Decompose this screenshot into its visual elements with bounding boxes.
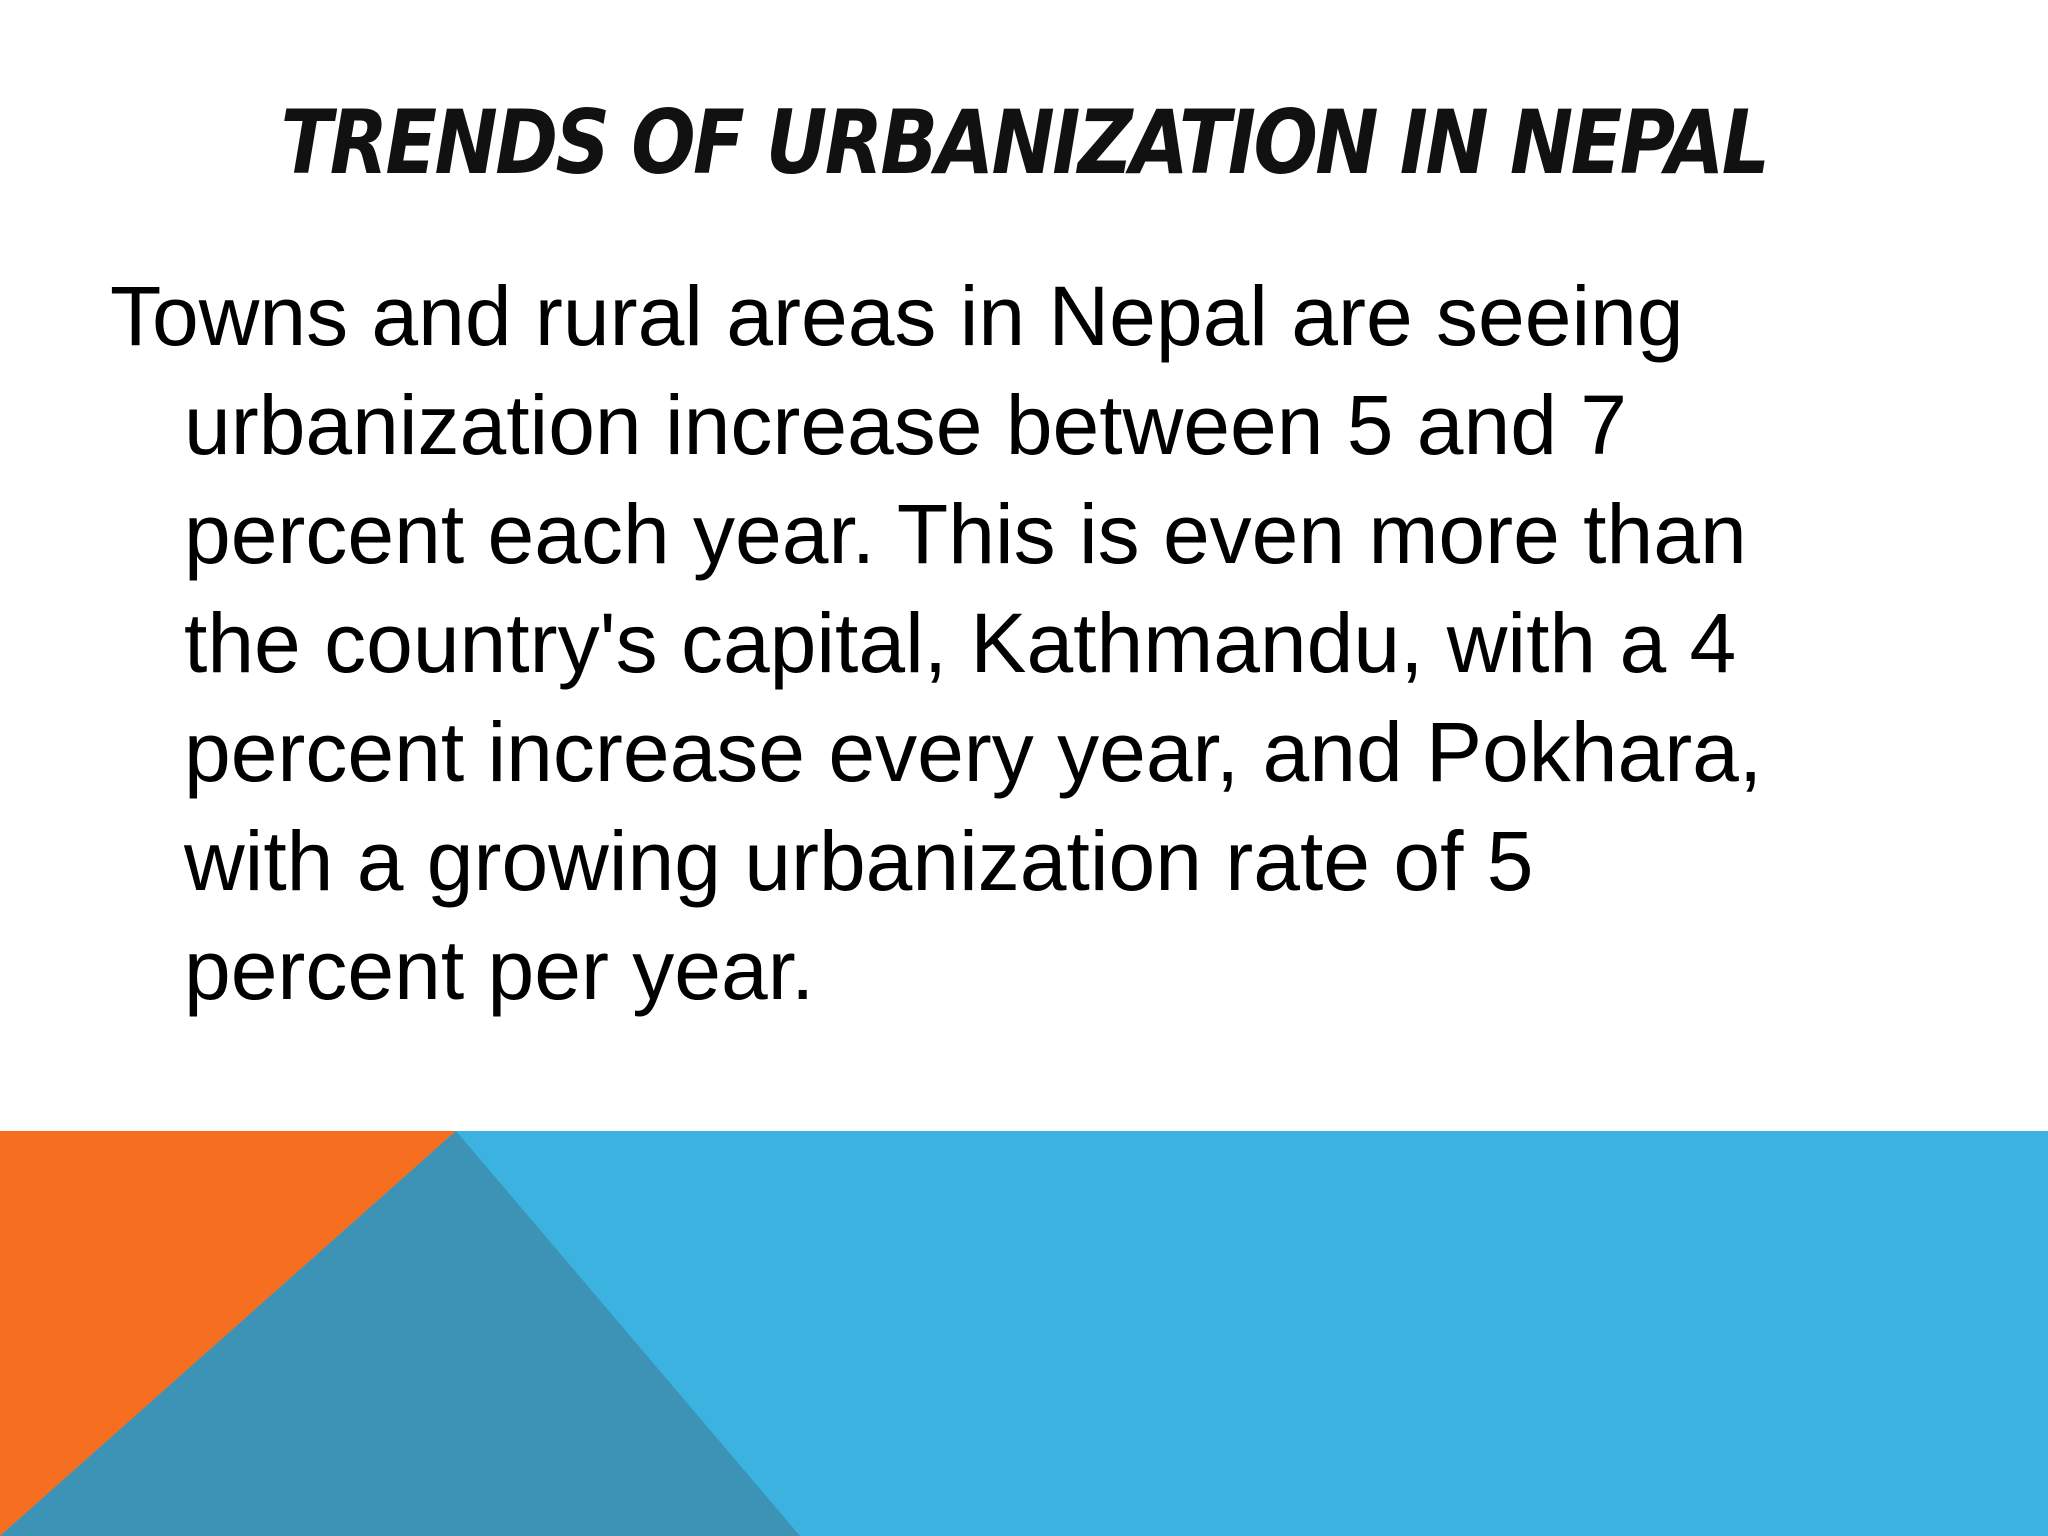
body-line: the country's capital, Kathmandu, with a… — [184, 596, 1737, 690]
slide-title: TRENDS OF URBANIZATION IN NEPAL — [280, 91, 1770, 194]
body-line: Towns and rural areas in Nepal are seein… — [110, 269, 1684, 363]
footer-teal-triangle — [0, 1131, 800, 1536]
slide-body-text: Towns and rural areas in Nepal are seein… — [110, 262, 1910, 1025]
body-line: urbanization increase between 5 and 7 — [184, 378, 1628, 472]
decorative-footer-band — [0, 1131, 2048, 1536]
body-line: percent per year. — [184, 923, 815, 1017]
body-line: percent increase every year, and Pokhara… — [184, 705, 1763, 799]
body-line: with a growing urbanization rate of 5 — [184, 814, 1534, 908]
body-line: percent each year. This is even more tha… — [184, 487, 1747, 581]
